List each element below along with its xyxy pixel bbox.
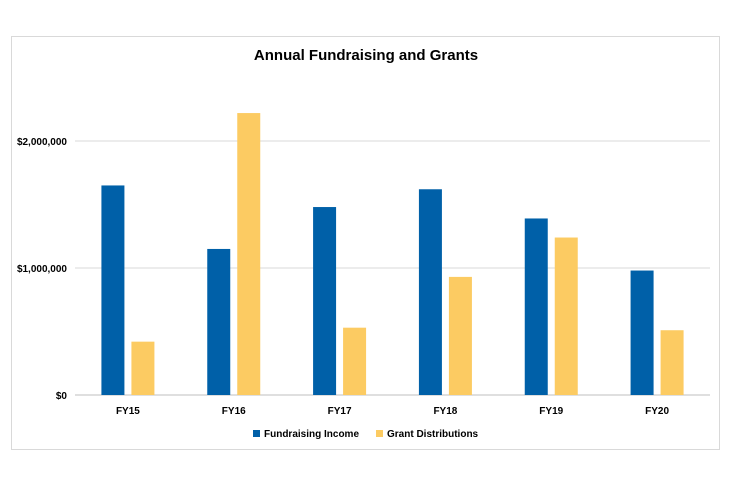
chart-title: Annual Fundraising and Grants — [254, 47, 478, 64]
x-tick-label: FY16 — [222, 406, 246, 417]
x-tick-label: FY15 — [116, 406, 140, 417]
bar-grant-distributions — [448, 276, 472, 395]
x-tick-label: FY20 — [645, 406, 669, 417]
y-axis-tick-labels: $0 $1,000,000 $2,000,000 — [17, 137, 67, 402]
bar-grant-distributions — [131, 341, 155, 395]
x-axis-tick-labels: FY15 FY16 FY17 FY18 FY19 FY20 — [116, 406, 670, 417]
bar-fundraising-income — [207, 248, 231, 395]
legend-swatch — [376, 430, 383, 437]
bar-grant-distributions — [237, 113, 261, 395]
x-tick-label: FY18 — [433, 406, 457, 417]
gridlines — [75, 140, 710, 396]
y-tick-label: $1,000,000 — [17, 264, 67, 275]
x-tick-label: FY19 — [539, 406, 563, 417]
bars — [101, 113, 684, 395]
bar-fundraising-income — [524, 218, 548, 395]
legend: Fundraising Income Grant Distributions — [253, 429, 479, 440]
x-tick-label: FY17 — [328, 406, 352, 417]
bar-grant-distributions — [660, 330, 684, 395]
legend-label: Fundraising Income — [264, 429, 359, 440]
legend-label: Grant Distributions — [387, 429, 479, 440]
bar-fundraising-income — [418, 189, 442, 395]
bar-fundraising-income — [101, 185, 125, 395]
bar-fundraising-income — [630, 270, 654, 395]
y-tick-label: $2,000,000 — [17, 137, 67, 148]
legend-swatch — [253, 430, 260, 437]
bar-grant-distributions — [343, 327, 367, 395]
y-tick-label: $0 — [56, 391, 68, 402]
bar-grant-distributions — [554, 237, 578, 395]
bar-fundraising-income — [313, 207, 337, 395]
